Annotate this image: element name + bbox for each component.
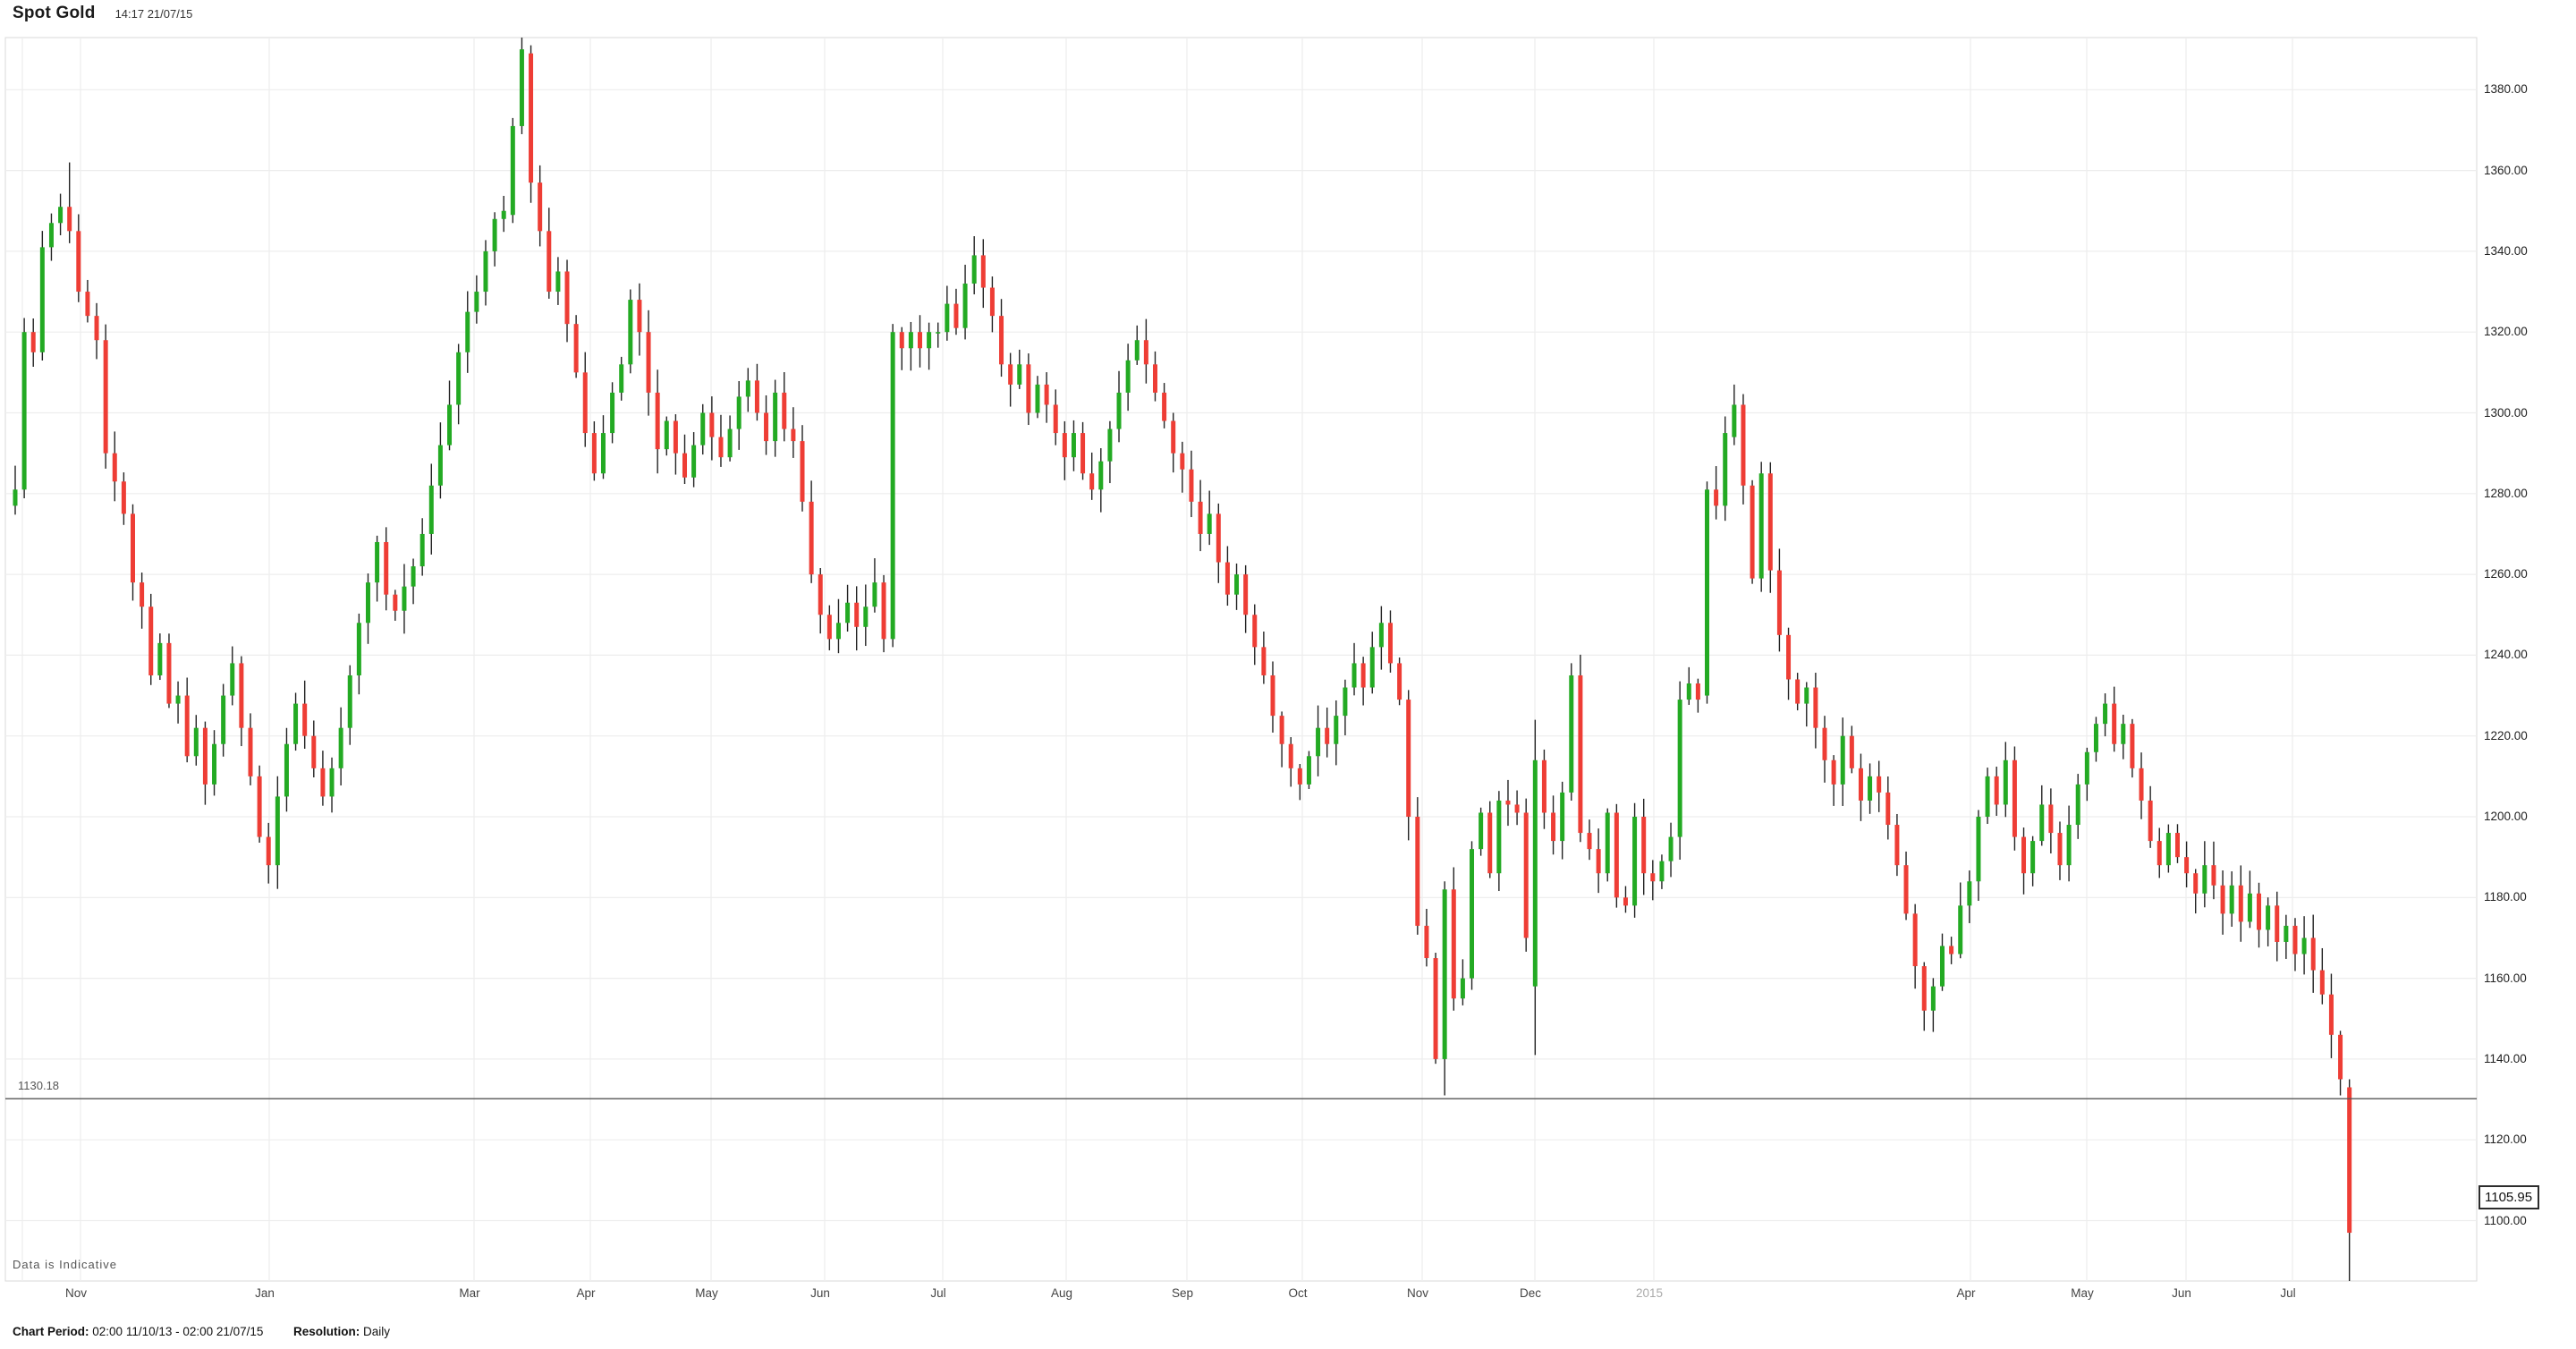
x-axis-label: 2015 [1635,1286,1664,1300]
chart-period-value: 02:00 11/10/13 - 02:00 21/07/15 [92,1325,264,1338]
y-axis-label: 1320.00 [2484,325,2528,339]
y-axis-label: 1260.00 [2484,567,2528,581]
y-axis-label: 1340.00 [2484,243,2528,258]
y-axis-label: 1300.00 [2484,405,2528,420]
y-axis-label: 1100.00 [2484,1213,2527,1227]
resolution-value: Daily [363,1325,391,1338]
x-axis-label: May [2071,1286,2094,1300]
y-axis-label: 1180.00 [2484,890,2527,904]
y-axis-label: 1360.00 [2484,163,2528,177]
x-axis-label: Dec [1519,1286,1542,1300]
y-axis-label: 1240.00 [2484,648,2528,662]
resolution-label: Resolution: [292,1325,360,1338]
page-title: Spot Gold [13,4,96,22]
x-axis-label: Nov [1406,1286,1429,1300]
y-axis-label: 1160.00 [2484,971,2527,985]
chart-footer: Chart Period: 02:00 11/10/13 - 02:00 21/… [13,1325,390,1338]
y-axis-label: 1380.00 [2484,82,2528,97]
x-axis-label: Oct [1288,1286,1308,1300]
y-axis-label: 1120.00 [2484,1133,2527,1147]
x-axis-label: Sep [1171,1286,1194,1300]
x-axis-label: Mar [459,1286,480,1300]
chart-header: Spot Gold 14:17 21/07/15 [13,4,192,23]
x-axis-label: Jul [2280,1286,2296,1300]
x-axis-label: May [695,1286,718,1300]
x-axis-label: Nov [64,1286,88,1300]
y-axis-label: 1140.00 [2484,1051,2527,1065]
support-level-label: 1130.18 [18,1079,60,1093]
x-axis-label: Aug [1050,1286,1073,1300]
y-axis-label: 1220.00 [2484,728,2528,742]
x-axis-label: Jun [2172,1286,2191,1300]
x-axis-label: Jun [810,1286,830,1300]
chart-period-label: Chart Period: [13,1325,89,1338]
y-axis-label: 1280.00 [2484,486,2528,500]
x-axis-label: Jan [255,1286,275,1300]
indicative-data-notice: Data is Indicative [13,1258,117,1271]
y-axis-label: 1200.00 [2484,810,2528,823]
x-axis-label: Apr [576,1286,596,1300]
last-price-box: 1105.95 [2479,1184,2540,1209]
quote-timestamp: 14:17 21/07/15 [114,7,193,21]
x-axis-label: Apr [1956,1286,1976,1300]
x-axis-label: Jul [930,1286,946,1300]
